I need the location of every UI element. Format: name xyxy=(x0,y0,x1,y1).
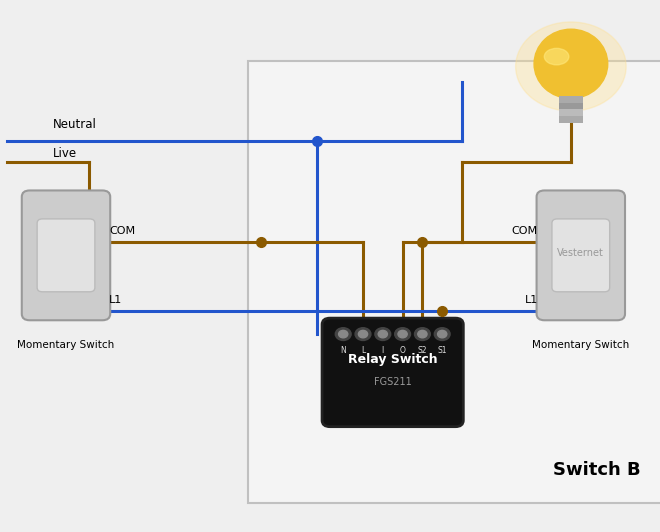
Text: Switch B: Switch B xyxy=(552,461,640,479)
Circle shape xyxy=(434,328,450,340)
Ellipse shape xyxy=(534,29,608,98)
Circle shape xyxy=(398,330,407,338)
Text: FGS211: FGS211 xyxy=(374,377,412,387)
FancyBboxPatch shape xyxy=(537,190,625,320)
Circle shape xyxy=(378,330,387,338)
Circle shape xyxy=(418,330,427,338)
Text: Vesternet: Vesternet xyxy=(557,248,605,257)
Text: I: I xyxy=(381,346,384,355)
Text: Relay Switch: Relay Switch xyxy=(348,353,438,365)
Text: COM: COM xyxy=(109,226,135,236)
Text: COM: COM xyxy=(512,226,538,236)
FancyBboxPatch shape xyxy=(248,61,660,503)
Text: Momentary Switch: Momentary Switch xyxy=(532,340,630,351)
Text: N: N xyxy=(341,346,346,355)
Text: L: L xyxy=(361,346,365,355)
Ellipse shape xyxy=(544,48,569,65)
Text: S2: S2 xyxy=(418,346,427,355)
Text: S1: S1 xyxy=(438,346,447,355)
FancyBboxPatch shape xyxy=(559,117,583,123)
Text: Live: Live xyxy=(53,147,77,160)
FancyBboxPatch shape xyxy=(559,103,583,110)
Circle shape xyxy=(438,330,447,338)
Text: L1: L1 xyxy=(525,295,538,305)
FancyBboxPatch shape xyxy=(552,219,610,292)
FancyBboxPatch shape xyxy=(559,110,583,117)
Circle shape xyxy=(335,328,351,340)
Text: L1: L1 xyxy=(109,295,122,305)
Text: O: O xyxy=(400,346,405,355)
Text: Momentary Switch: Momentary Switch xyxy=(17,340,115,351)
Circle shape xyxy=(414,328,430,340)
Circle shape xyxy=(339,330,348,338)
FancyBboxPatch shape xyxy=(322,318,463,427)
Circle shape xyxy=(395,328,411,340)
FancyBboxPatch shape xyxy=(22,190,110,320)
Circle shape xyxy=(375,328,391,340)
Circle shape xyxy=(358,330,368,338)
FancyBboxPatch shape xyxy=(559,96,583,103)
Circle shape xyxy=(355,328,371,340)
Text: Neutral: Neutral xyxy=(53,119,96,131)
Circle shape xyxy=(515,22,626,111)
FancyBboxPatch shape xyxy=(37,219,95,292)
